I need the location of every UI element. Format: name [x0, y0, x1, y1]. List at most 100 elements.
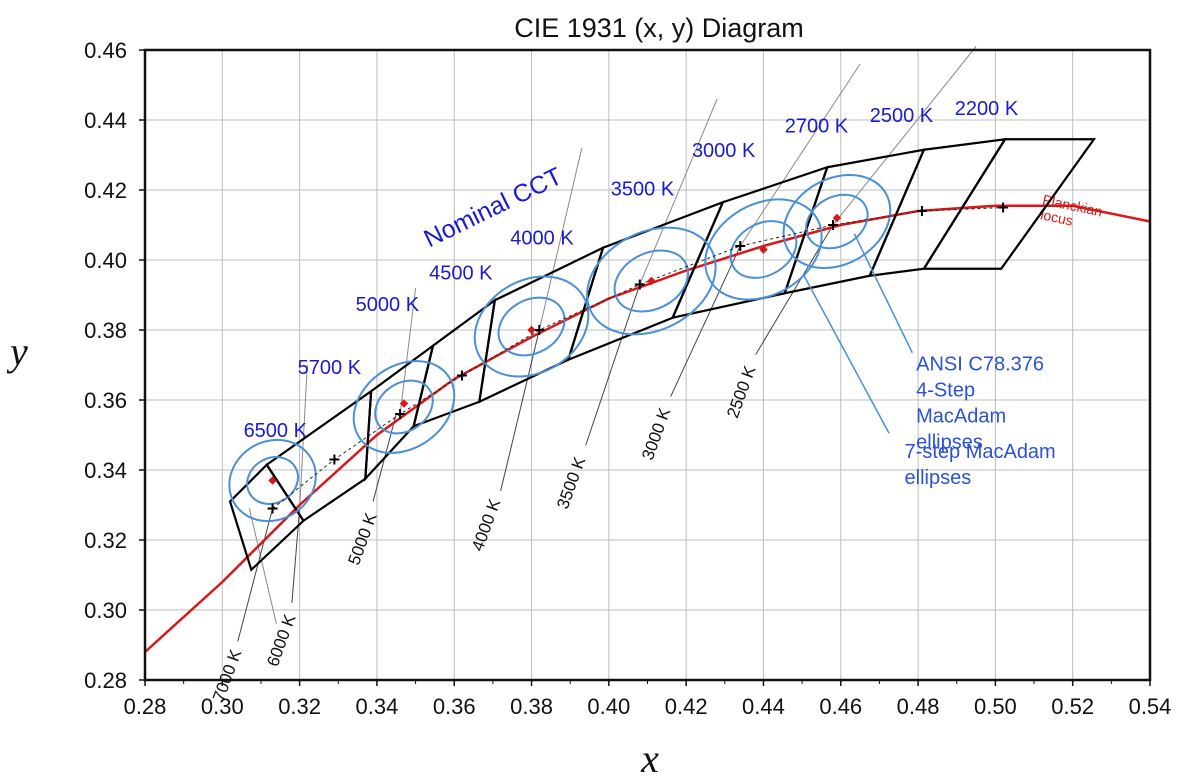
x-tick-label: 0.42	[665, 694, 708, 719]
macadam-ellipse	[586, 226, 717, 336]
x-tick-label: 0.44	[742, 694, 785, 719]
center-cross	[634, 279, 645, 290]
isotherm-label: 2500 K	[723, 363, 760, 421]
center-cross	[534, 325, 545, 335]
macadam-ellipse	[805, 193, 869, 250]
y-tick-label: 0.32	[84, 528, 127, 553]
macadam-ellipse	[729, 220, 798, 279]
x-tick-label: 0.52	[1051, 694, 1094, 719]
annotation-leader	[803, 275, 890, 434]
isotherm-lines	[237, 46, 977, 642]
ansi-annotation-line: MacAdam	[916, 405, 1006, 427]
x-tick-label: 0.30	[201, 694, 244, 719]
x-tick-label: 0.50	[974, 694, 1017, 719]
points	[267, 202, 1009, 514]
ansi-annotation-line: ANSI C78.376	[916, 353, 1044, 375]
macadam-ellipse	[497, 296, 566, 357]
quadrangle	[477, 245, 605, 404]
quadrangle	[921, 138, 1097, 270]
macadam-ellipse	[613, 249, 690, 313]
target-point	[399, 399, 409, 408]
isotherm-label: 6000 K	[263, 611, 300, 669]
cct-label: 3000 K	[692, 140, 756, 162]
y-tick-label: 0.30	[84, 598, 127, 623]
x-tick-label: 0.38	[510, 694, 553, 719]
cct-label: 2700 K	[785, 115, 849, 137]
quadrangle	[566, 200, 725, 362]
macadam-ellipse	[473, 275, 590, 378]
isotherm-line	[248, 508, 277, 625]
target-point	[647, 276, 656, 286]
center-cross	[456, 370, 467, 381]
cct-label: 5000 K	[356, 294, 420, 316]
x-tick-label: 0.48	[897, 694, 940, 719]
center-cross	[735, 241, 746, 251]
cct-label: 3500 K	[611, 178, 675, 200]
isotherm-line	[639, 98, 718, 285]
x-tick-label: 0.46	[819, 694, 862, 719]
cct-label: 4000 K	[510, 227, 574, 249]
quadrangle	[228, 463, 305, 572]
cct-label: 2200 K	[955, 98, 1019, 120]
isotherm-tail	[670, 245, 741, 397]
center-dotted-line	[272, 207, 1004, 509]
ansi-annotation-line: ellipses	[916, 431, 983, 453]
center-line	[272, 207, 1004, 509]
macadam-ellipse	[228, 438, 317, 523]
seven-step-annotation-line: 7-step MacAdam	[905, 441, 1056, 463]
isotherm-tail	[585, 284, 641, 446]
cct-label: 4500 K	[429, 262, 493, 284]
y-tick-label: 0.28	[84, 668, 127, 693]
seven-step-annotation-line: ellipses	[905, 467, 972, 489]
planckian-label: locus	[1039, 206, 1074, 228]
quadrangles	[228, 137, 1097, 572]
macadam-ellipse	[704, 198, 823, 301]
center-cross	[828, 220, 839, 230]
center-cross	[395, 409, 406, 419]
macadam-ellipse	[782, 173, 892, 270]
cct-label: 5700 K	[298, 357, 362, 379]
annotations: ANSI C78.3764-StepMacAdamellipses7-step …	[803, 233, 1056, 489]
y-tick-label: 0.38	[84, 318, 127, 343]
y-tick-label: 0.40	[84, 248, 127, 273]
y-tick-label: 0.34	[84, 458, 127, 483]
isotherm-label: 5000 K	[344, 510, 381, 568]
x-tick-label: 0.28	[124, 694, 167, 719]
y-tick-label: 0.46	[84, 38, 127, 63]
target-point	[268, 476, 277, 485]
macadam-ellipse	[352, 360, 456, 454]
isotherm-line	[832, 46, 977, 226]
macadam-ellipses	[228, 173, 892, 523]
center-cross	[916, 206, 927, 216]
y-tick-label: 0.44	[84, 108, 127, 133]
isotherm-label: 3000 K	[638, 405, 675, 463]
isotherm-label: 4000 K	[468, 496, 505, 554]
isotherm-tail	[237, 508, 274, 642]
x-tick-labels: 0.28 0.30 0.32 0.34 0.36 0.38 0.40 0.42 0.44 0.46…	[124, 680, 1172, 719]
macadam-ellipse	[374, 379, 434, 435]
x-tick-label: 0.54	[1129, 694, 1172, 719]
isotherm-line	[538, 147, 583, 331]
target-point	[527, 325, 536, 335]
y-tick-label: 0.36	[84, 388, 127, 413]
isotherm-line	[299, 364, 308, 509]
center-cross	[267, 503, 278, 514]
isotherm-tail	[291, 508, 301, 604]
x-tick-label: 0.40	[587, 694, 630, 719]
annotation-leader	[853, 233, 913, 354]
x-axis-title: x	[640, 736, 659, 781]
y-axis-title: y	[6, 329, 28, 374]
cct-label: 2500 K	[870, 105, 934, 127]
y-tick-label: 0.42	[84, 178, 127, 203]
isotherm-line	[399, 287, 417, 415]
x-tick-label: 0.36	[433, 694, 476, 719]
x-tick-label: 0.34	[356, 694, 399, 719]
center-cross	[998, 202, 1009, 213]
y-tick-labels: 0.28 0.30 0.32 0.34 0.36 0.38 0.40 0.42 0.44 0.46	[84, 38, 145, 693]
center-cross	[329, 454, 340, 465]
cct-labels: 6500 K 5700 K 5000 K 4500 K 4000 K 3500 K 3000…	[244, 98, 1019, 442]
isotherm-line	[739, 63, 861, 247]
ansi-annotation-line: 4-Step	[916, 379, 975, 401]
